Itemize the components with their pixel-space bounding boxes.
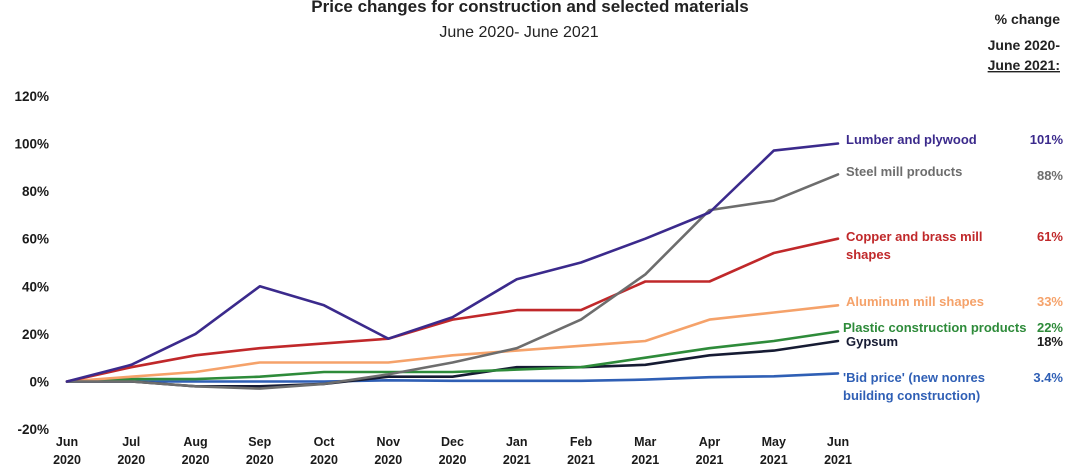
x-tick-year: 2021 — [696, 453, 724, 467]
x-tick-year: 2020 — [310, 453, 338, 467]
x-tick-year: 2020 — [246, 453, 274, 467]
series-label-line: shapes — [846, 247, 891, 262]
series-pct-change: 101% — [1030, 132, 1064, 147]
x-tick-label: Jul 2020 — [117, 435, 145, 467]
chart-title: Price changes for construction and selec… — [311, 0, 748, 16]
x-tick-month: Oct — [314, 435, 336, 449]
series-label-4: Plastic construction products 22% — [843, 320, 1063, 335]
x-tick-year: 2020 — [53, 453, 81, 467]
x-tick-label: Jun 2020 — [53, 435, 81, 467]
x-tick-month: Apr — [699, 435, 721, 449]
series-label-line: Gypsum — [846, 334, 898, 349]
x-tick-year: 2021 — [567, 453, 595, 467]
x-tick-month: Sep — [248, 435, 271, 449]
y-tick-label: 0% — [29, 375, 49, 390]
chart-subtitle: June 2020- June 2021 — [439, 24, 598, 41]
series-line-3 — [65, 303, 840, 383]
y-tick-label: 80% — [22, 184, 49, 199]
series-label-line: Lumber and plywood — [846, 132, 977, 147]
x-tick-year: 2021 — [824, 453, 852, 467]
x-tick-year: 2021 — [631, 453, 659, 467]
change-header-line3: June 2021: — [988, 57, 1060, 73]
x-tick-label: Mar 2021 — [631, 435, 659, 467]
x-tick-label: May 2021 — [760, 435, 788, 467]
y-tick-label: 20% — [22, 327, 49, 342]
x-tick-month: Mar — [634, 435, 656, 449]
x-axis: Jun 2020 Jul 2020 Aug 2020 Sep 2020 Oct 2020 Nov 20… — [53, 435, 852, 467]
x-tick-year: 2020 — [182, 453, 210, 467]
series-pct-change: 3.4% — [1033, 370, 1063, 385]
series-label-5: Gypsum 18% — [846, 334, 1063, 349]
x-tick-year: 2021 — [760, 453, 788, 467]
x-tick-month: Dec — [441, 435, 464, 449]
y-axis: 120% 100% 80% 60% 40% 20% 0% -20% — [14, 89, 49, 437]
x-tick-year: 2021 — [503, 453, 531, 467]
change-header-line1: % change — [995, 11, 1061, 27]
x-tick-label: Sep 2020 — [246, 435, 274, 467]
series-label-line: Plastic construction products — [843, 320, 1026, 335]
x-tick-year: 2020 — [374, 453, 402, 467]
x-tick-year: 2020 — [117, 453, 145, 467]
series-line-4 — [65, 330, 840, 383]
series-pct-change: 18% — [1037, 334, 1063, 349]
series-line-2 — [65, 237, 840, 383]
x-tick-month: Feb — [570, 435, 593, 449]
series-label-3: Aluminum mill shapes 33% — [846, 294, 1063, 309]
x-tick-label: Nov 2020 — [374, 435, 402, 467]
series-label-1: Steel mill products 88% — [846, 164, 1063, 183]
series-pct-change: 88% — [1037, 168, 1063, 183]
y-tick-label: 60% — [22, 232, 49, 247]
series-line-0 — [65, 142, 840, 383]
series-label-line: 'Bid price' (new nonres — [843, 370, 985, 385]
series-pct-change: 33% — [1037, 294, 1063, 309]
series-label-0: Lumber and plywood 101% — [846, 132, 1063, 147]
x-tick-month: Jul — [122, 435, 140, 449]
series-lines — [65, 142, 840, 390]
x-tick-label: Dec 2020 — [439, 435, 467, 467]
x-tick-year: 2020 — [439, 453, 467, 467]
series-pct-change: 61% — [1037, 229, 1063, 244]
x-tick-label: Jun 2021 — [824, 435, 852, 467]
x-tick-month: Jan — [506, 435, 528, 449]
series-line-1 — [65, 173, 840, 390]
x-tick-month: May — [762, 435, 786, 449]
x-tick-label: Apr 2021 — [696, 435, 724, 467]
y-tick-label: 120% — [14, 89, 49, 104]
x-tick-label: Feb 2021 — [567, 435, 595, 467]
x-tick-label: Oct 2020 — [310, 435, 338, 467]
x-tick-month: Nov — [376, 435, 400, 449]
series-label-2: Copper and brass mill shapes 61% — [846, 229, 1063, 262]
x-tick-label: Aug 2020 — [182, 435, 210, 467]
y-tick-label: -20% — [17, 422, 49, 437]
series-label-6: 'Bid price' (new nonres building construc… — [843, 370, 1063, 403]
series-label-line: Aluminum mill shapes — [846, 294, 984, 309]
x-tick-month: Aug — [183, 435, 207, 449]
series-label-line: Copper and brass mill — [846, 229, 983, 244]
series-label-line: Steel mill products — [846, 164, 962, 179]
x-tick-month: Jun — [56, 435, 78, 449]
y-tick-label: 40% — [22, 279, 49, 294]
series-label-line: building construction) — [843, 388, 980, 403]
series-labels: Lumber and plywood 101% Steel mill product… — [843, 132, 1063, 403]
change-header-line2: June 2020- — [988, 37, 1061, 53]
series-line-6 — [65, 372, 840, 383]
x-tick-label: Jan 2021 — [503, 435, 531, 467]
x-tick-month: Jun — [827, 435, 849, 449]
series-pct-change: 22% — [1037, 320, 1063, 335]
y-tick-label: 100% — [14, 137, 49, 152]
